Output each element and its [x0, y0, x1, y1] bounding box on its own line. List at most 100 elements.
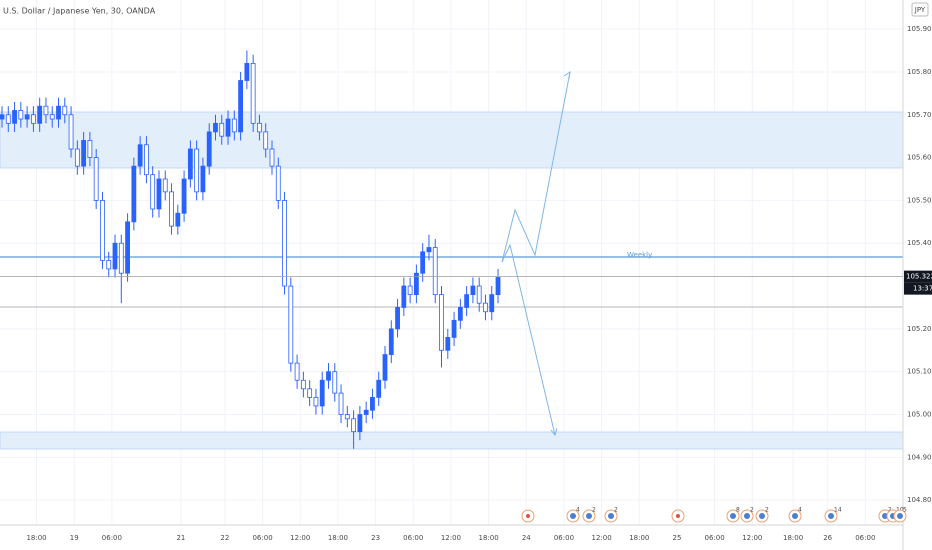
x-tick-label: 06:00 [403, 534, 423, 542]
candle-body [213, 122, 218, 133]
candle-body [244, 62, 250, 81]
currency-box [911, 2, 929, 17]
y-tick-label: 105.100 [907, 368, 932, 376]
x-tick-label: 06:00 [855, 534, 875, 542]
candle-body [382, 354, 388, 381]
candle-body [219, 122, 225, 137]
candle-body [294, 362, 300, 381]
candle-body [357, 414, 363, 433]
candle-body [200, 165, 206, 193]
candle-body [187, 148, 193, 180]
candle-body [351, 418, 357, 433]
y-tick-label: 105.900 [907, 25, 932, 33]
candle-body [326, 371, 331, 381]
candle-body [344, 414, 350, 420]
candle-body [376, 379, 382, 398]
candle-body [269, 148, 275, 167]
event-count: 4 [576, 507, 580, 514]
event-flag [744, 513, 750, 519]
candle-body [43, 105, 49, 116]
event-flag [882, 513, 888, 519]
candle-body [144, 144, 149, 176]
candle-body [106, 259, 112, 270]
y-tick-label: 105.500 [907, 196, 932, 204]
candle-body [426, 247, 432, 253]
candle-body [407, 285, 413, 296]
candle-body [118, 242, 124, 274]
candle-body [68, 114, 74, 150]
x-tick-label: 21 [176, 534, 185, 542]
y-tick-label: 105.000 [907, 411, 932, 419]
candle-body [100, 200, 105, 261]
candle-body [457, 307, 463, 321]
resistance-zone [0, 111, 904, 169]
candle-body [319, 379, 325, 407]
event-count: 14 [834, 507, 842, 514]
candle-body [131, 165, 137, 223]
candle-body [18, 110, 24, 120]
event-count: 4 [798, 507, 802, 514]
candle-body [401, 285, 407, 308]
last-price-label: 105.322 [906, 273, 932, 281]
candle-body [12, 110, 17, 124]
candle-body [413, 272, 419, 296]
candle-body [125, 221, 130, 274]
event-count: 2 [765, 507, 769, 514]
candle-body [370, 396, 375, 411]
candle-body [250, 62, 256, 124]
x-tick-label: 06:00 [705, 534, 725, 542]
candle-body [156, 178, 162, 210]
candle-body [137, 144, 143, 167]
candle-body [81, 140, 87, 167]
y-tick-label: 105.700 [907, 111, 932, 119]
event-flag [828, 513, 834, 519]
x-tick-label: 06:00 [252, 534, 272, 542]
candle-body [49, 114, 55, 120]
event-flag [759, 513, 765, 519]
event-count: 2 [888, 507, 892, 514]
candle-body [56, 105, 61, 120]
candles [0, 50, 501, 449]
candle-body [300, 379, 306, 390]
candle-body [388, 328, 394, 355]
chart-title: U.S. Dollar / Japanese Yen, 30, OANDA [3, 7, 156, 16]
candle-body [451, 319, 457, 338]
candle-body [282, 200, 287, 287]
candle-body [263, 131, 269, 150]
candle-body [432, 247, 438, 296]
y-tick-label: 105.200 [907, 325, 932, 333]
y-tick-label: 105.400 [907, 239, 932, 247]
x-tick-label: 25 [673, 534, 682, 542]
y-tick-label: 105.800 [907, 68, 932, 76]
x-tick-label: 26 [823, 534, 832, 542]
candle-body [150, 174, 156, 210]
candle-body [420, 251, 426, 274]
candle-body [225, 118, 231, 137]
candle-body [181, 178, 187, 214]
x-tick-label: 23 [371, 534, 380, 542]
candle-body [257, 122, 262, 133]
candle-body [231, 118, 237, 133]
projection-up [501, 71, 571, 263]
countdown: 13:37 [913, 285, 932, 293]
event-count: 2 [592, 507, 596, 514]
candle-body [24, 114, 30, 120]
event-count: 8 [736, 507, 740, 514]
candle-body [62, 105, 68, 116]
x-tick-label: 19 [70, 534, 79, 542]
candle-body [445, 337, 451, 351]
arrow-head [550, 427, 558, 437]
y-tick-label: 104.800 [907, 496, 932, 504]
event-dot [676, 514, 680, 518]
x-tick-label: 06:00 [554, 534, 574, 542]
candle-body [307, 388, 313, 398]
x-tick-label: 18:00 [629, 534, 649, 542]
x-tick-label: 18:00 [783, 534, 803, 542]
countdown-box [904, 282, 932, 295]
candle-body [238, 80, 243, 133]
x-tick-label: 18:00 [328, 534, 348, 542]
y-tick-label: 104.900 [907, 453, 932, 461]
candle-body [206, 131, 212, 167]
candle-body [395, 307, 400, 330]
